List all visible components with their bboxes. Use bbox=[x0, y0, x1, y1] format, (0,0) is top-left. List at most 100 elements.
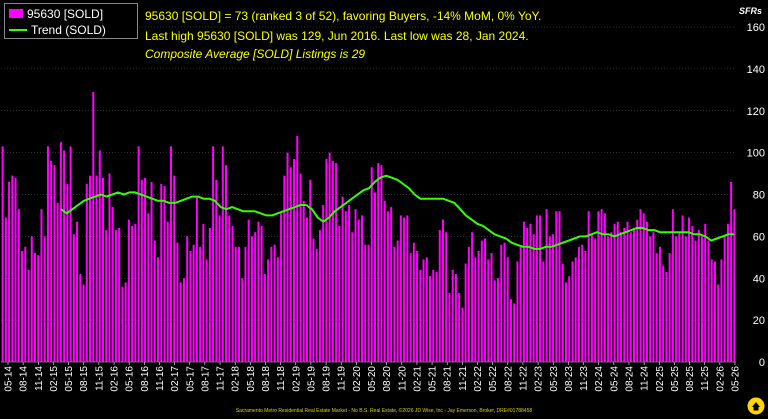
bar bbox=[234, 246, 237, 362]
bar bbox=[399, 215, 402, 362]
x-tick-label: 02-24 bbox=[594, 366, 605, 392]
bar bbox=[257, 221, 260, 362]
bar bbox=[500, 244, 503, 362]
brand-logo-icon bbox=[747, 397, 765, 415]
bar bbox=[723, 236, 726, 362]
bar bbox=[11, 175, 14, 362]
x-tick-label: 02-23 bbox=[534, 366, 545, 392]
bar bbox=[532, 234, 535, 362]
bar bbox=[69, 146, 72, 362]
bar bbox=[341, 196, 344, 362]
bar bbox=[386, 211, 389, 362]
bar bbox=[140, 179, 143, 362]
bar bbox=[665, 271, 668, 362]
bar bbox=[419, 269, 422, 362]
bar bbox=[451, 269, 454, 362]
bar bbox=[581, 244, 584, 362]
bar bbox=[218, 215, 221, 362]
x-tick-label: 11-18 bbox=[276, 366, 287, 391]
bar bbox=[367, 244, 370, 362]
bar bbox=[577, 246, 580, 362]
x-tick-label: 08-16 bbox=[140, 366, 151, 392]
bar bbox=[33, 253, 37, 362]
bar bbox=[192, 244, 195, 362]
bar bbox=[244, 246, 247, 362]
y-tick-label: 40 bbox=[753, 273, 765, 285]
bar bbox=[27, 269, 30, 362]
bar bbox=[675, 236, 678, 362]
bar bbox=[422, 259, 425, 362]
bar bbox=[542, 261, 545, 362]
bar bbox=[199, 246, 202, 362]
bar bbox=[700, 236, 704, 362]
x-tick-label: 02-22 bbox=[473, 366, 484, 392]
y-tick-label: 0 bbox=[759, 357, 765, 369]
trend-series bbox=[60, 174, 734, 250]
info-composite: Composite Average [SOLD] Listings is 29 bbox=[145, 47, 366, 61]
bar bbox=[613, 223, 616, 362]
x-tick-label: 02-20 bbox=[352, 366, 363, 392]
bar bbox=[286, 152, 289, 362]
bar bbox=[250, 236, 253, 362]
bar bbox=[568, 276, 571, 362]
bar bbox=[302, 200, 305, 362]
x-tick-label: 05-25 bbox=[670, 366, 681, 392]
bar bbox=[56, 202, 59, 362]
bar bbox=[361, 215, 364, 362]
bar bbox=[526, 228, 529, 362]
bar bbox=[607, 236, 610, 362]
x-tick-label: 05-14 bbox=[4, 366, 15, 392]
bar bbox=[432, 269, 435, 362]
bar bbox=[79, 274, 82, 362]
bar bbox=[309, 179, 312, 362]
bar bbox=[412, 242, 415, 362]
x-tick-label: 05-26 bbox=[731, 366, 742, 392]
bar bbox=[503, 242, 506, 362]
bar bbox=[490, 253, 493, 362]
bar bbox=[225, 165, 228, 362]
bar bbox=[276, 257, 279, 362]
axes: 0 20 40 60 80 100 120 140 160 05-14 08-14 11-14 02-1… bbox=[1, 22, 765, 392]
bar bbox=[254, 232, 257, 362]
bar bbox=[351, 232, 354, 362]
bar bbox=[348, 204, 351, 362]
x-tick-label: 11-19 bbox=[337, 366, 348, 391]
bar bbox=[43, 236, 46, 362]
bar bbox=[95, 175, 98, 362]
bar bbox=[406, 215, 409, 362]
x-tick-label: 02-15 bbox=[49, 366, 60, 392]
bar bbox=[438, 230, 441, 362]
bar bbox=[335, 163, 338, 362]
x-tick-label: 05-18 bbox=[246, 366, 257, 392]
x-tick-label: 11-21 bbox=[458, 366, 469, 391]
bar bbox=[325, 158, 328, 362]
y-tick-label: 60 bbox=[753, 231, 765, 243]
bar bbox=[623, 228, 626, 362]
bar bbox=[429, 276, 432, 362]
x-tick-label: 11-24 bbox=[640, 366, 651, 391]
bar bbox=[396, 240, 399, 362]
bar bbox=[63, 150, 66, 362]
bar bbox=[471, 232, 474, 362]
x-tick-label: 02-19 bbox=[291, 366, 302, 392]
bar bbox=[89, 175, 92, 362]
x-tick-label: 02-17 bbox=[170, 366, 181, 392]
bar bbox=[163, 186, 166, 362]
bar bbox=[681, 215, 684, 362]
x-tick-label: 08-17 bbox=[200, 366, 211, 392]
bar bbox=[221, 146, 224, 362]
bar bbox=[98, 150, 101, 362]
bar bbox=[195, 196, 198, 362]
bar bbox=[160, 184, 163, 362]
bar bbox=[247, 219, 250, 362]
bar bbox=[733, 209, 736, 362]
bar bbox=[688, 217, 691, 362]
bar bbox=[328, 152, 331, 362]
bar bbox=[85, 184, 88, 362]
bar bbox=[169, 146, 172, 362]
x-tick-label: 08-15 bbox=[79, 366, 90, 392]
bar bbox=[464, 263, 467, 362]
legend-bar-swatch bbox=[9, 9, 23, 18]
x-tick-label: 08-25 bbox=[685, 366, 696, 392]
